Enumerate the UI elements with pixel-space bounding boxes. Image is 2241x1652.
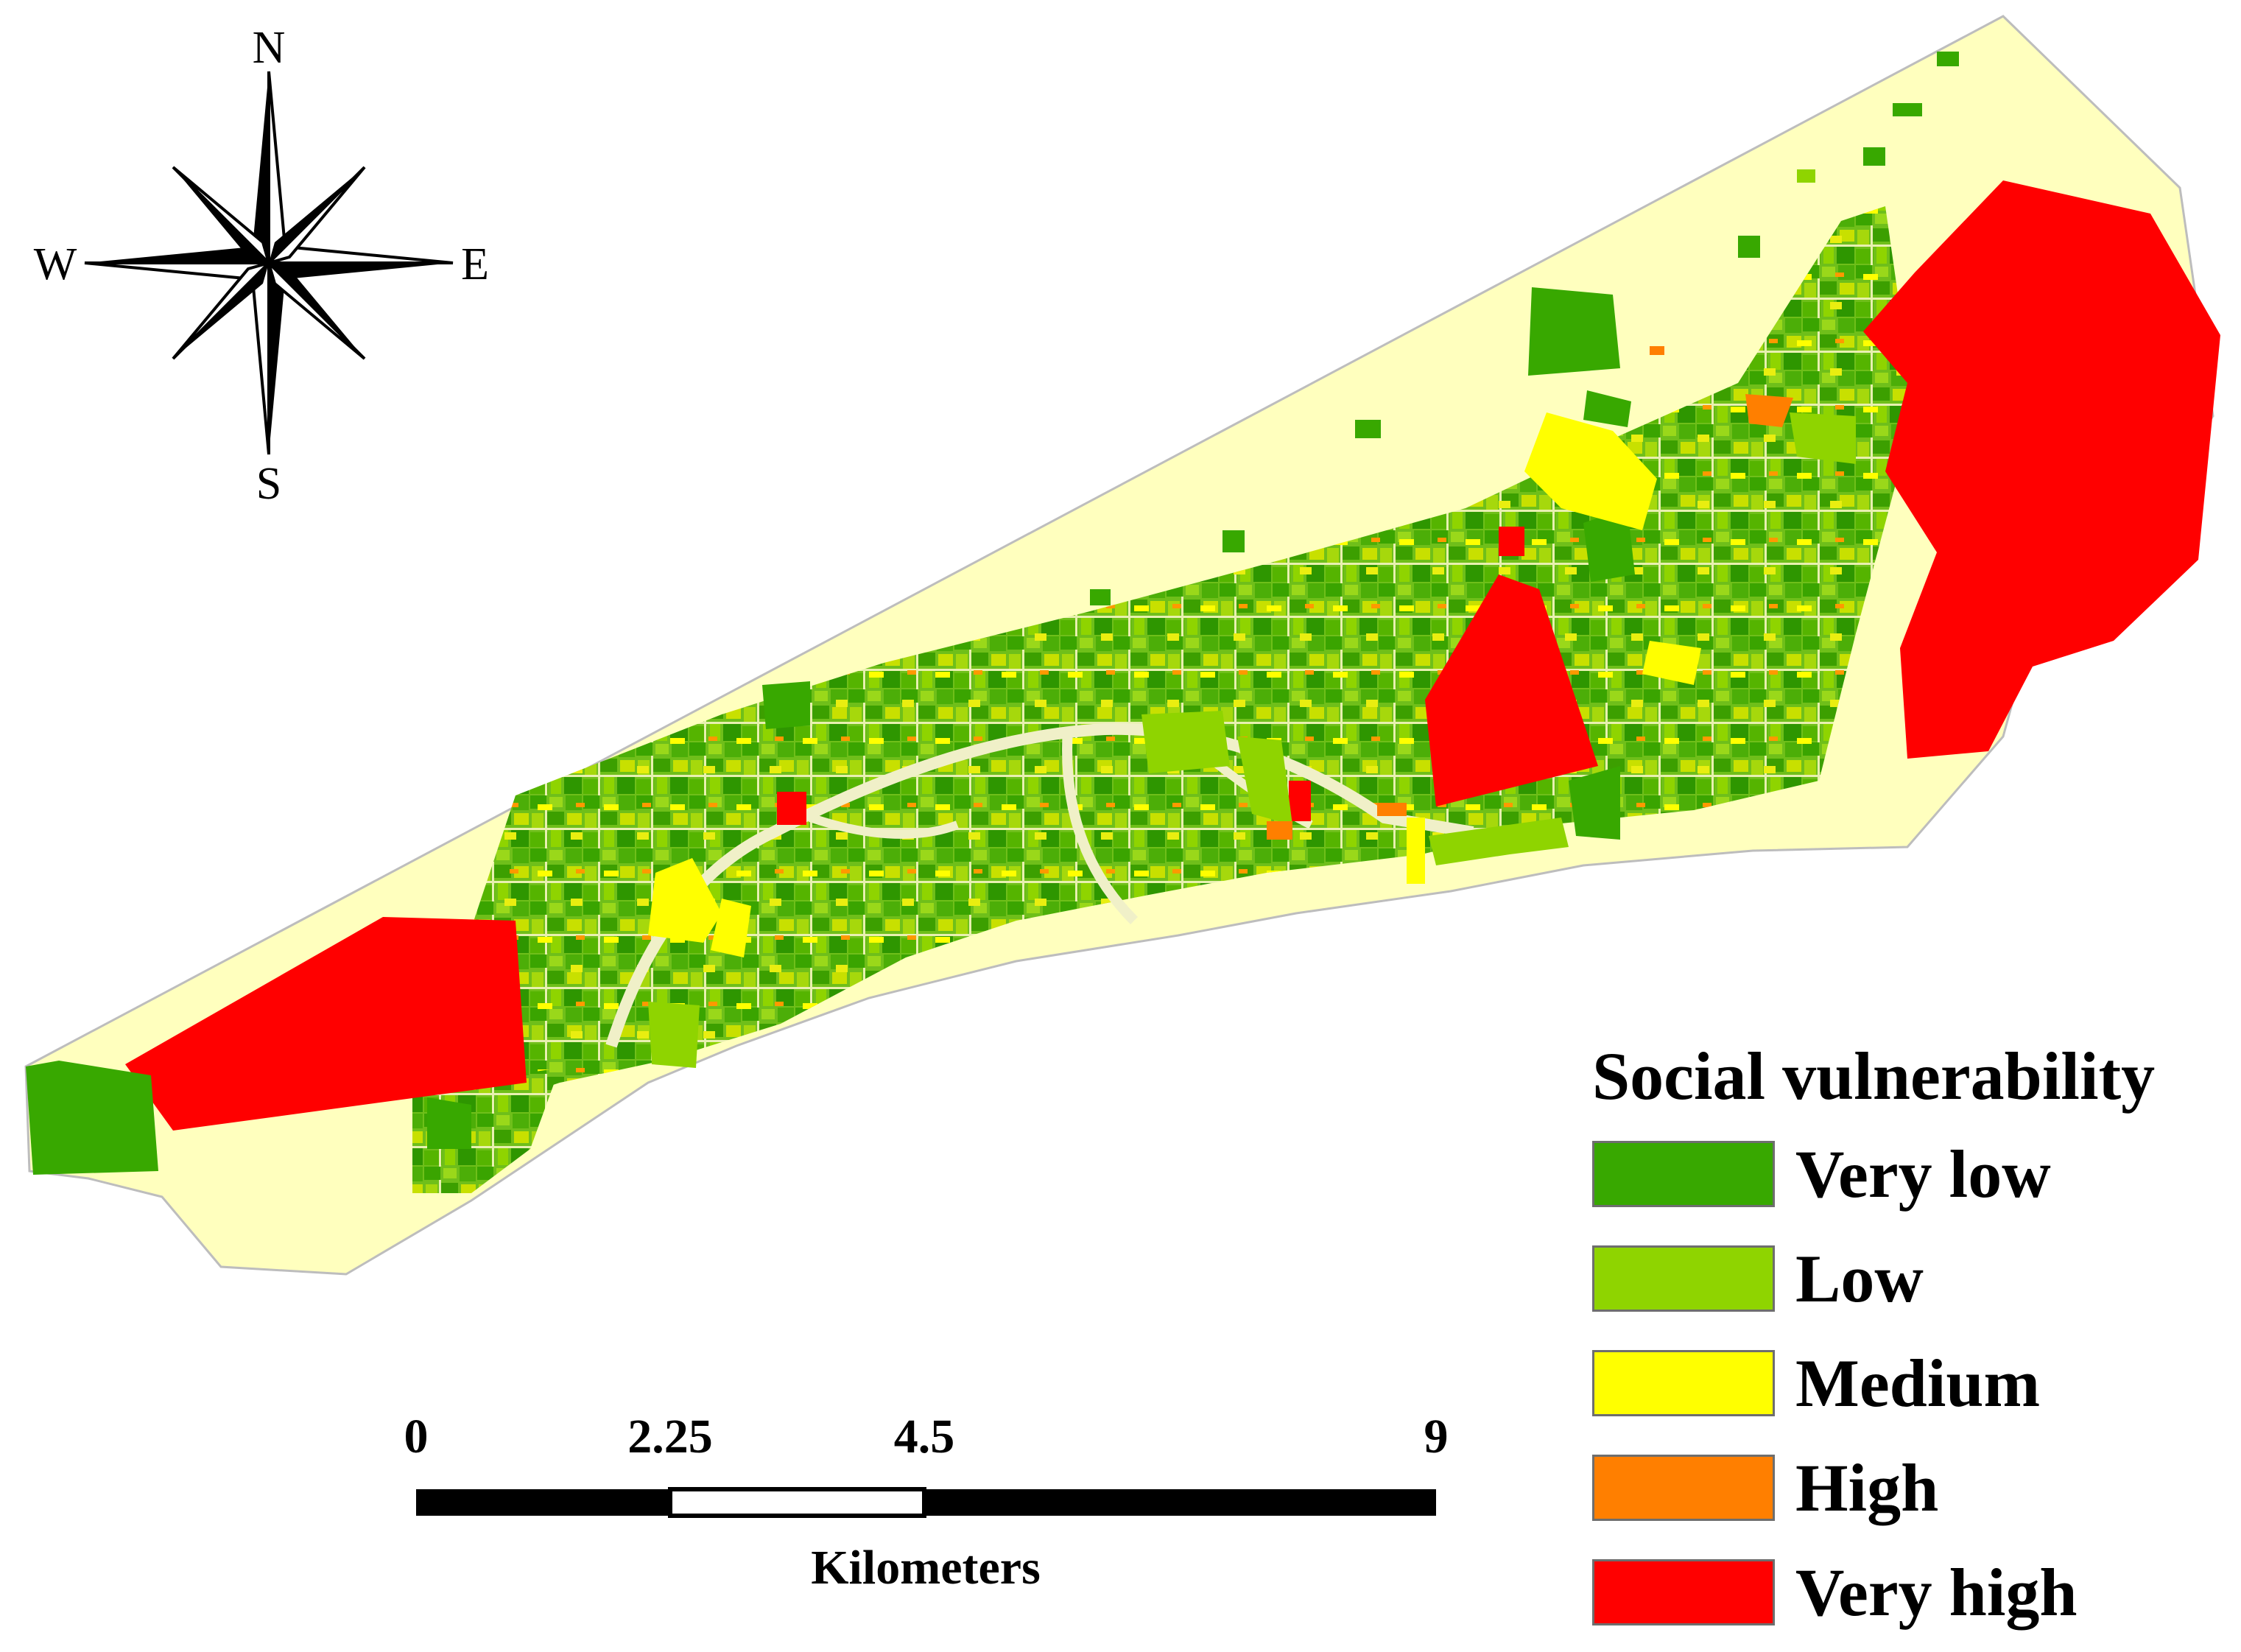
legend-item-medium: Medium [1592,1346,2040,1421]
urban-mosaic-west [412,1068,560,1193]
zone-medium [711,899,751,957]
legend-label: Medium [1795,1346,2041,1421]
legend-swatch [1592,1245,1775,1312]
zone-very-low [1222,530,1245,552]
zone-very-low [1583,390,1631,427]
zone-very-low [1583,508,1635,582]
zone-very-high [1499,527,1524,556]
legend-swatch [1592,1559,1775,1625]
zone-very-low [1738,236,1760,258]
legend-label: Very high [1795,1555,2078,1630]
legend-label: Very low [1795,1136,2051,1212]
legend-item-high: High [1592,1450,1938,1525]
zone-very-low [1893,103,1922,116]
zone-high [1267,821,1292,840]
compass-label-east: E [461,239,489,289]
zone-very-low [762,681,810,729]
zone-very-low [1528,287,1620,376]
zone-medium [1524,412,1657,530]
zone-very-low [427,1097,471,1149]
legend-swatch [1592,1455,1775,1521]
zone-medium [1642,641,1701,685]
zone-high [1650,346,1664,355]
compass-needle-south [269,263,285,454]
zone-low [1237,737,1292,825]
legend-swatch [1592,1141,1775,1207]
compass-needle-north [267,71,287,267]
urban-mosaic-highlights [435,206,1915,1164]
road [1062,728,1138,924]
legend-label: Low [1795,1241,1924,1316]
zone-very-high [1425,574,1598,806]
zone-very-low [1090,589,1111,605]
legend-title: Social vulnerability [1592,1038,2156,1114]
zone-very-low [1937,52,1959,66]
compass-needle-east [269,263,453,279]
zone-very-low [1569,766,1620,840]
zone-very-low [26,1061,158,1175]
scale-tick-label: 4.5 [894,1410,955,1463]
compass-label-south: S [256,459,281,509]
zone-high [1377,803,1407,816]
zone-medium [1407,818,1425,884]
zone-low [1429,818,1569,865]
scale-unit-label: Kilometers [811,1541,1041,1595]
legend-label: High [1795,1450,1939,1525]
road [809,813,960,839]
compass-rose: N S E W [34,23,489,509]
zone-high [1745,394,1793,427]
scale-tick-label: 2.25 [627,1410,713,1463]
zone-low [648,1002,700,1068]
zone-low [1790,412,1856,464]
zone-very-high [777,792,806,825]
scale-tick-label: 0 [404,1410,429,1463]
compass-needle-south [250,259,270,455]
zone-low [1141,711,1230,773]
compass-needle-west [85,247,269,263]
legend-item-very-high: Very high [1592,1555,2078,1630]
zone-medium [648,858,722,943]
zone-very-high [1289,781,1311,821]
scale-bar: 0 2.25 4.5 9 Kilometers [404,1410,1449,1595]
compass-label-north: N [253,23,286,73]
zone-very-low [1863,147,1885,166]
zone-very-high [1863,180,2220,759]
compass-needle-north [253,71,269,263]
legend-item-very-low: Very low [1592,1136,2051,1212]
legend-swatch [1592,1350,1775,1416]
zone-very-high [125,917,527,1131]
compass-label-west: W [34,239,77,289]
legend-item-low: Low [1592,1241,1924,1316]
zone-very-low [1797,169,1815,183]
zone-very-low [1355,420,1381,438]
scale-tick-label: 9 [1424,1410,1449,1463]
